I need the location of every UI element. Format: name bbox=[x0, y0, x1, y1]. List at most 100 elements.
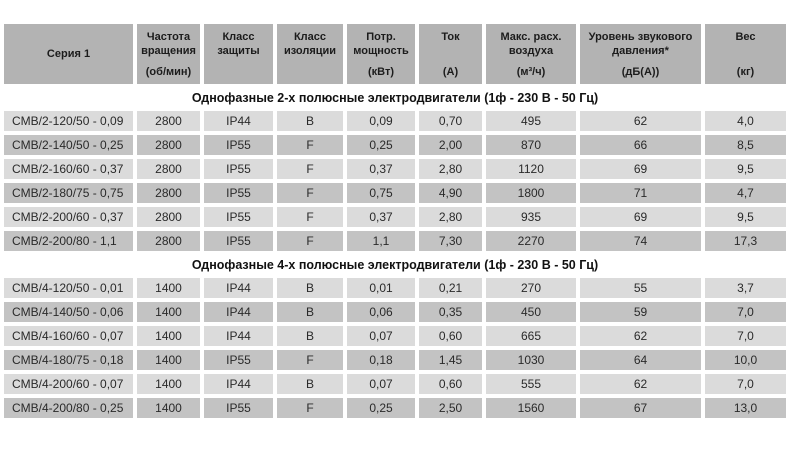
table-cell: 1,1 bbox=[347, 231, 415, 251]
table-cell: 0,06 bbox=[347, 302, 415, 322]
table-cell: IP44 bbox=[204, 374, 273, 394]
table-cell: 0,21 bbox=[419, 278, 482, 298]
column-header-label: Потр. мощность bbox=[353, 31, 409, 58]
column-header-label: Серия 1 bbox=[46, 48, 91, 61]
column-header: Вес (кг) bbox=[705, 24, 786, 84]
table-cell: 2,00 bbox=[419, 135, 482, 155]
table-cell: B bbox=[277, 278, 343, 298]
table-cell: 0,70 bbox=[419, 111, 482, 131]
table-cell: IP55 bbox=[204, 135, 273, 155]
table-cell: 7,30 bbox=[419, 231, 482, 251]
column-header-unit: (кг) bbox=[736, 65, 755, 78]
table-cell: 1400 bbox=[137, 350, 200, 370]
table-cell: 4,7 bbox=[705, 183, 786, 203]
table-cell: 4,90 bbox=[419, 183, 482, 203]
table-row: CMB/2-200/80 - 1,1 2800 IP55 F 1,1 7,30 2270 74… bbox=[4, 231, 786, 251]
table-cell: 935 bbox=[486, 207, 576, 227]
table-cell: 0,18 bbox=[347, 350, 415, 370]
table-cell: 2800 bbox=[137, 183, 200, 203]
model-cell: CMB/4-160/60 - 0,07 bbox=[4, 326, 133, 346]
section-title: Однофазные 4-х полюсные электродвигатели… bbox=[4, 255, 786, 274]
table-cell: IP44 bbox=[204, 326, 273, 346]
model-cell: CMB/2-120/50 - 0,09 bbox=[4, 111, 133, 131]
table-cell: 450 bbox=[486, 302, 576, 322]
section-title: Однофазные 2-х полюсные электродвигатели… bbox=[4, 88, 786, 107]
table-cell: 8,5 bbox=[705, 135, 786, 155]
column-header-unit: (дБ(А)) bbox=[621, 65, 660, 78]
table-cell: B bbox=[277, 111, 343, 131]
table-row: CMB/2-120/50 - 0,09 2800 IP44 B 0,09 0,70 495 6… bbox=[4, 111, 786, 131]
table-cell: 13,0 bbox=[705, 398, 786, 418]
table-cell: 0,37 bbox=[347, 207, 415, 227]
column-header-label: Макс. расх. воздуха bbox=[500, 31, 562, 58]
section-row: Однофазные 2-х полюсные электродвигатели… bbox=[4, 88, 786, 107]
column-header-unit: (м³/ч) bbox=[516, 65, 546, 78]
model-cell: CMB/2-160/60 - 0,37 bbox=[4, 159, 133, 179]
table-cell: F bbox=[277, 159, 343, 179]
column-header: Уровень звукового давления* (дБ(А)) bbox=[580, 24, 701, 84]
section-row: Однофазные 4-х полюсные электродвигатели… bbox=[4, 255, 786, 274]
catalog-page: Серия 1 Частота вращения (об/мин) Класс защ… bbox=[0, 20, 800, 450]
table-cell: 0,09 bbox=[347, 111, 415, 131]
table-cell: F bbox=[277, 183, 343, 203]
table-cell: 2800 bbox=[137, 159, 200, 179]
model-cell: CMB/4-180/75 - 0,18 bbox=[4, 350, 133, 370]
table-cell: IP55 bbox=[204, 350, 273, 370]
table-cell: F bbox=[277, 398, 343, 418]
table-row: CMB/4-200/80 - 0,25 1400 IP55 F 0,25 2,50 1560… bbox=[4, 398, 786, 418]
table-cell: IP55 bbox=[204, 207, 273, 227]
table-cell: 1,45 bbox=[419, 350, 482, 370]
table-cell: 2,80 bbox=[419, 159, 482, 179]
table-cell: 4,0 bbox=[705, 111, 786, 131]
table-cell: IP55 bbox=[204, 183, 273, 203]
table-cell: 0,07 bbox=[347, 326, 415, 346]
table-row: CMB/4-160/60 - 0,07 1400 IP44 B 0,07 0,60 665 6… bbox=[4, 326, 786, 346]
column-header: Макс. расх. воздуха (м³/ч) bbox=[486, 24, 576, 84]
table-cell: IP55 bbox=[204, 159, 273, 179]
model-cell: CMB/2-180/75 - 0,75 bbox=[4, 183, 133, 203]
table-row: CMB/2-160/60 - 0,37 2800 IP55 F 0,37 2,80 1120… bbox=[4, 159, 786, 179]
table-cell: 0,35 bbox=[419, 302, 482, 322]
table-cell: 1400 bbox=[137, 326, 200, 346]
table-cell: 1400 bbox=[137, 398, 200, 418]
table-row: CMB/2-200/60 - 0,37 2800 IP55 F 0,37 2,80 935 6… bbox=[4, 207, 786, 227]
table-cell: B bbox=[277, 302, 343, 322]
column-header-label: Частота вращения bbox=[141, 31, 196, 58]
table-cell: 1400 bbox=[137, 278, 200, 298]
table-cell: 66 bbox=[580, 135, 701, 155]
table-cell: IP44 bbox=[204, 111, 273, 131]
table-cell: 555 bbox=[486, 374, 576, 394]
table-cell: 69 bbox=[580, 159, 701, 179]
table-cell: 64 bbox=[580, 350, 701, 370]
table-cell: 2,50 bbox=[419, 398, 482, 418]
table-cell: 870 bbox=[486, 135, 576, 155]
table-cell: IP55 bbox=[204, 398, 273, 418]
table-cell: 7,0 bbox=[705, 302, 786, 322]
table-cell: 0,01 bbox=[347, 278, 415, 298]
table-cell: 2800 bbox=[137, 231, 200, 251]
model-cell: CMB/4-200/60 - 0,07 bbox=[4, 374, 133, 394]
table-cell: 74 bbox=[580, 231, 701, 251]
table-cell: 55 bbox=[580, 278, 701, 298]
table-cell: 62 bbox=[580, 326, 701, 346]
table-cell: 0,60 bbox=[419, 374, 482, 394]
table-cell: 10,0 bbox=[705, 350, 786, 370]
table-cell: 0,60 bbox=[419, 326, 482, 346]
table-cell: 2800 bbox=[137, 111, 200, 131]
table-cell: 59 bbox=[580, 302, 701, 322]
table-cell: 665 bbox=[486, 326, 576, 346]
table-cell: 1800 bbox=[486, 183, 576, 203]
table-cell: 62 bbox=[580, 111, 701, 131]
table-cell: B bbox=[277, 374, 343, 394]
table-cell: 0,25 bbox=[347, 398, 415, 418]
table-cell: 1560 bbox=[486, 398, 576, 418]
table-cell: 7,0 bbox=[705, 374, 786, 394]
table-cell: 9,5 bbox=[705, 159, 786, 179]
table-cell: 0,37 bbox=[347, 159, 415, 179]
table-cell: IP44 bbox=[204, 278, 273, 298]
table-cell: 17,3 bbox=[705, 231, 786, 251]
table-cell: 2800 bbox=[137, 207, 200, 227]
column-header-label: Класс защиты bbox=[217, 31, 260, 58]
model-cell: CMB/2-140/50 - 0,25 bbox=[4, 135, 133, 155]
table-row: CMB/4-140/50 - 0,06 1400 IP44 B 0,06 0,35 450 5… bbox=[4, 302, 786, 322]
